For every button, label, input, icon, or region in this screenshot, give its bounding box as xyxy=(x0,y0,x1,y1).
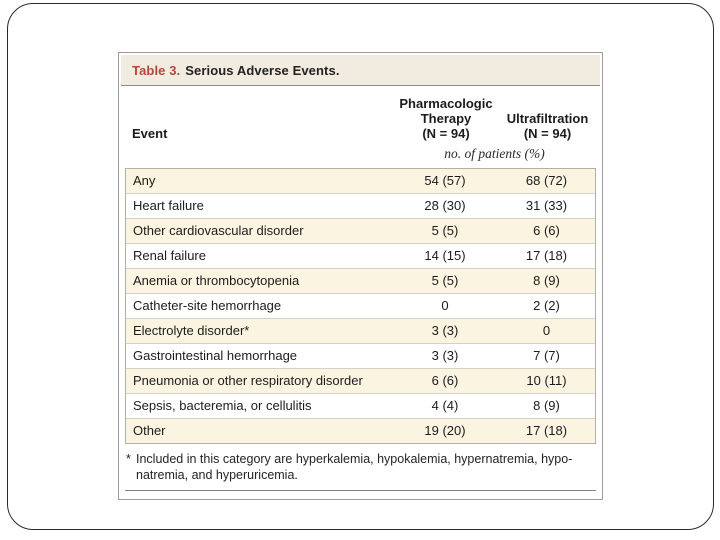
pharm-header-line1: Pharmacologic xyxy=(399,96,493,111)
event-cell: Pneumonia or other respiratory disorder xyxy=(133,373,363,388)
pharm-header-line2: Therapy xyxy=(420,111,472,126)
table-title-bar: Table 3. Serious Adverse Events. xyxy=(121,55,600,86)
ultra-cell: 17 (18) xyxy=(525,423,568,438)
ultra-cell: 2 (2) xyxy=(533,298,560,313)
pharm-header-n: (N = 94) xyxy=(422,126,470,141)
table-row: Heart failure 28 (30) 31 (33) xyxy=(126,193,595,218)
pharm-cell: 28 (30) xyxy=(424,198,466,213)
table-footnote: * Included in this category are hyperkal… xyxy=(125,451,596,483)
table-row: Gastrointestinal hemorrhage 3 (3) 7 (7) xyxy=(126,343,595,368)
table-row: Other cardiovascular disorder 5 (5) 6 (6… xyxy=(126,218,595,243)
ultrafiltration-column-header: Ultrafiltration (N = 94) xyxy=(499,111,596,141)
event-cell: Sepsis, bacteremia, or cellulitis xyxy=(133,398,312,413)
ultra-cell: 17 (18) xyxy=(525,248,568,263)
column-header-row: Event Pharmacologic Therapy (N = 94) Ult… xyxy=(125,88,596,141)
footnote-line2: natremia, and hyperuricemia. xyxy=(136,468,298,482)
figure-bottom-rule xyxy=(125,490,596,491)
table-row: Sepsis, bacteremia, or cellulitis 4 (4) … xyxy=(126,393,595,418)
ultra-cell: 10 (11) xyxy=(526,373,567,388)
ultra-cell: 0 xyxy=(542,323,551,338)
adverse-events-table-figure: Table 3. Serious Adverse Events. Event P… xyxy=(118,52,603,500)
pharm-cell: 0 xyxy=(441,298,449,313)
event-cell: Other cardiovascular disorder xyxy=(133,223,304,238)
event-cell: Anemia or thrombocytopenia xyxy=(133,273,300,288)
ultra-cell: 8 (9) xyxy=(533,398,560,413)
table-title: Serious Adverse Events. xyxy=(185,62,340,78)
ultra-header-n: (N = 94) xyxy=(523,126,572,141)
event-column-header: Event xyxy=(132,126,168,141)
footnote-asterisk: * xyxy=(126,452,131,466)
event-cell: Electrolyte disorder* xyxy=(133,323,250,338)
pharm-cell: 3 (3) xyxy=(431,348,459,363)
unit-note-row: no. of patients (%) xyxy=(125,146,596,162)
ultra-cell: 68 (72) xyxy=(525,173,568,188)
pharm-cell: 6 (6) xyxy=(431,373,459,388)
table-row: Anemia or thrombocytopenia 5 (5) 8 (9) xyxy=(126,268,595,293)
pharm-cell: 54 (57) xyxy=(424,173,466,188)
pharm-cell: 19 (20) xyxy=(424,423,466,438)
ultra-header-line1: Ultrafiltration xyxy=(506,111,589,126)
pharm-cell: 4 (4) xyxy=(431,398,459,413)
table-row: Catheter-site hemorrhage 0 2 (2) xyxy=(126,293,595,318)
table-row: Other 19 (20) 17 (18) xyxy=(126,418,595,443)
ultra-cell: 6 (6) xyxy=(533,223,560,238)
pharm-cell: 5 (5) xyxy=(431,273,459,288)
event-cell: Renal failure xyxy=(133,248,206,263)
event-cell: Catheter-site hemorrhage xyxy=(133,298,282,313)
ultra-cell: 7 (7) xyxy=(533,348,560,363)
event-cell: Heart failure xyxy=(133,198,204,213)
ultra-cell: 8 (9) xyxy=(533,273,560,288)
table-row: Pneumonia or other respiratory disorder … xyxy=(126,368,595,393)
event-cell: Gastrointestinal hemorrhage xyxy=(133,348,298,363)
event-cell: Other xyxy=(133,423,166,438)
table-body: Any 54 (57) 68 (72) Heart failure 28 (30… xyxy=(125,168,596,444)
footnote-line1: Included in this category are hyperkalem… xyxy=(136,452,573,466)
pharm-cell: 14 (15) xyxy=(424,248,466,263)
table-row: Any 54 (57) 68 (72) xyxy=(126,169,595,193)
pharm-cell: 5 (5) xyxy=(431,223,459,238)
pharm-cell: 3 (3) xyxy=(431,323,459,338)
table-number-label: Table 3. xyxy=(132,62,181,78)
ultra-cell: 31 (33) xyxy=(525,198,568,213)
event-cell: Any xyxy=(133,173,156,188)
unit-note: no. of patients (%) xyxy=(444,146,545,161)
table-row: Electrolyte disorder* 3 (3) 0 xyxy=(126,318,595,343)
table-row: Renal failure 14 (15) 17 (18) xyxy=(126,243,595,268)
pharmacologic-column-header: Pharmacologic Therapy (N = 94) xyxy=(393,96,499,141)
